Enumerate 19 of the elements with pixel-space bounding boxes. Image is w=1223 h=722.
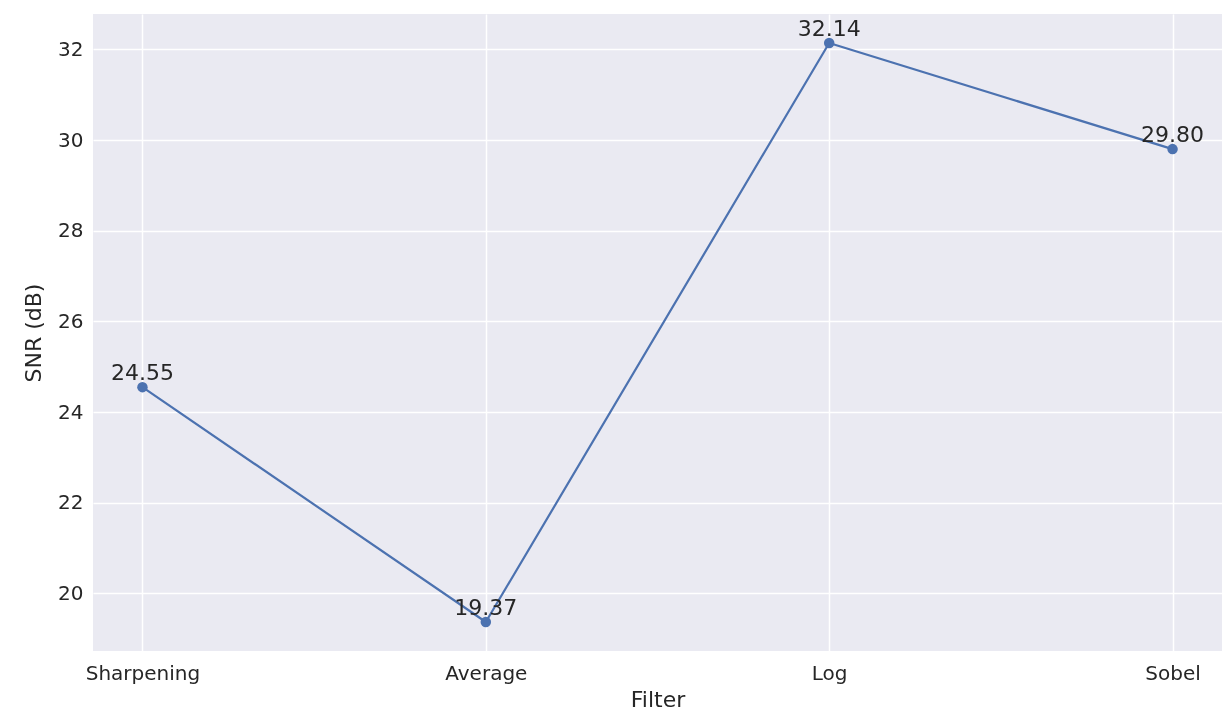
data-label: 32.14 bbox=[797, 16, 861, 42]
data-label: 29.80 bbox=[1141, 122, 1205, 148]
y-tick-label: 24 bbox=[58, 399, 84, 424]
point bbox=[823, 37, 835, 49]
point bbox=[137, 381, 148, 393]
y-tick-label: 22 bbox=[58, 490, 84, 515]
y-axis-title: SNR (dB) bbox=[21, 283, 47, 383]
y-tick-label: 30 bbox=[58, 127, 84, 152]
y-tick-label: 20 bbox=[58, 580, 84, 605]
y-tick-label: 26 bbox=[58, 308, 84, 333]
x-axis-title: Filter bbox=[630, 686, 687, 712]
x-tick-label: Sobel bbox=[1145, 660, 1201, 685]
x-tick-label: Sharpening bbox=[85, 660, 201, 685]
y-tick-label: 32 bbox=[58, 36, 84, 61]
y-tick-label: 28 bbox=[58, 218, 84, 243]
x-tick-label: Log bbox=[811, 660, 848, 685]
data-label: 24.55 bbox=[110, 360, 174, 386]
x-tick-label: Average bbox=[445, 660, 528, 685]
point bbox=[1167, 143, 1178, 155]
